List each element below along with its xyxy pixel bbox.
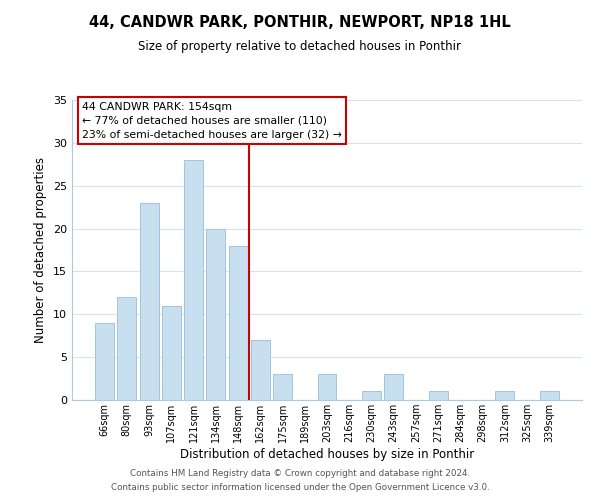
Bar	[184, 160, 203, 400]
Text: Contains public sector information licensed under the Open Government Licence v3: Contains public sector information licen…	[110, 484, 490, 492]
Bar	[118, 297, 136, 400]
Bar	[162, 306, 181, 400]
Text: Size of property relative to detached houses in Ponthir: Size of property relative to detached ho…	[139, 40, 461, 53]
Bar	[140, 203, 158, 400]
Bar	[251, 340, 270, 400]
Text: 44 CANDWR PARK: 154sqm
← 77% of detached houses are smaller (110)
23% of semi-de: 44 CANDWR PARK: 154sqm ← 77% of detached…	[82, 102, 342, 140]
Bar	[273, 374, 292, 400]
Y-axis label: Number of detached properties: Number of detached properties	[34, 157, 47, 343]
Bar	[317, 374, 337, 400]
Bar	[206, 228, 225, 400]
Text: Contains HM Land Registry data © Crown copyright and database right 2024.: Contains HM Land Registry data © Crown c…	[130, 468, 470, 477]
Bar	[496, 392, 514, 400]
Bar	[384, 374, 403, 400]
Bar	[540, 392, 559, 400]
Bar	[362, 392, 381, 400]
Bar	[95, 323, 114, 400]
Text: 44, CANDWR PARK, PONTHIR, NEWPORT, NP18 1HL: 44, CANDWR PARK, PONTHIR, NEWPORT, NP18 …	[89, 15, 511, 30]
Bar	[229, 246, 248, 400]
Bar	[429, 392, 448, 400]
X-axis label: Distribution of detached houses by size in Ponthir: Distribution of detached houses by size …	[180, 448, 474, 461]
